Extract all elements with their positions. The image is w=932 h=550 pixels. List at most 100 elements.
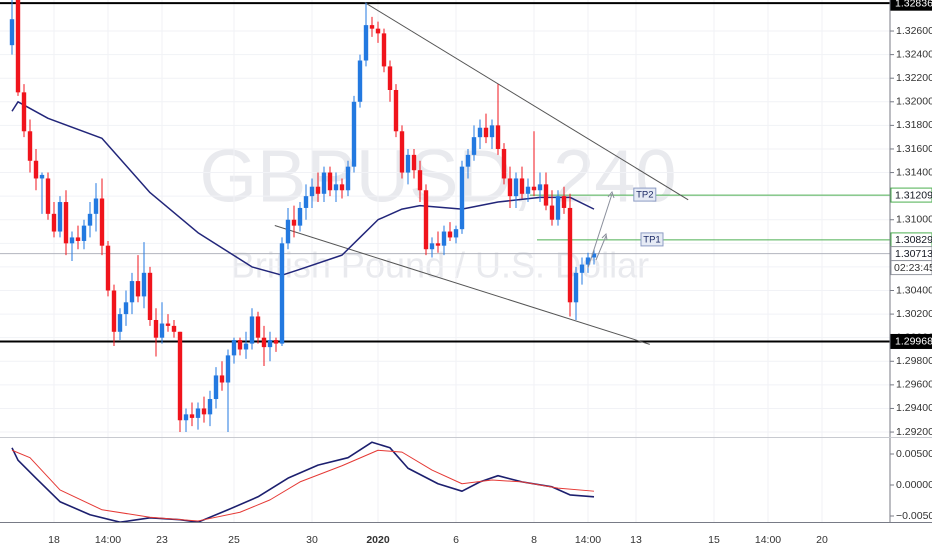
price-label: 1.30713	[895, 248, 932, 260]
candle-body	[261, 337, 267, 348]
candle-body	[33, 160, 39, 179]
indicator-line	[11, 449, 595, 522]
y-tick-label: 1.32600	[896, 25, 932, 37]
x-tick-label: 20	[816, 534, 828, 546]
y-tick-label: 0.00000	[896, 479, 932, 491]
candle-body	[369, 25, 375, 29]
candle-body	[459, 166, 465, 230]
candle-body	[201, 408, 207, 415]
x-tick-label: 23	[156, 534, 168, 546]
candle-body	[495, 125, 501, 149]
x-tick-label: 6	[453, 534, 459, 546]
candle-body	[255, 316, 261, 338]
price-label: 1.29968	[895, 336, 932, 348]
price-label: 1.31209	[895, 189, 932, 201]
candle-body	[345, 166, 351, 191]
candle-body	[297, 207, 303, 226]
candle-body	[513, 178, 519, 197]
candle-body	[471, 137, 477, 155]
candle-body	[489, 125, 495, 138]
candle-body	[291, 219, 297, 226]
candle-body	[213, 375, 219, 400]
y-tick-label: 1.29600	[896, 379, 932, 391]
candle-body	[453, 229, 459, 238]
y-tick-label: 1.31600	[896, 143, 932, 155]
x-tick-label: 14:00	[95, 534, 121, 546]
candle-body	[99, 198, 105, 246]
candle-body	[81, 225, 87, 241]
tp-arrows	[587, 190, 615, 269]
candle-body	[51, 213, 57, 232]
candle-body	[531, 186, 537, 191]
candle-body	[537, 184, 543, 191]
candle-body	[315, 186, 321, 194]
grid	[0, 0, 890, 522]
candle-body	[177, 331, 183, 421]
candle-body	[309, 186, 315, 197]
candle-body	[381, 33, 387, 67]
x-tick-label: 30	[306, 534, 318, 546]
candle-body	[195, 408, 201, 418]
y-tick-label: 1.29400	[896, 402, 932, 414]
candle-body	[105, 245, 111, 291]
candle-body	[87, 213, 93, 226]
price-label-box	[890, 333, 932, 349]
x-tick-label: 8	[531, 534, 537, 546]
tp-box	[633, 187, 657, 202]
candle-body	[363, 25, 369, 61]
time-axis-bg	[0, 522, 932, 550]
x-tick-label: 15	[708, 534, 720, 546]
candle-body	[123, 302, 129, 315]
candle-body	[9, 19, 15, 46]
candle-body	[507, 178, 513, 197]
candle-body	[483, 127, 489, 138]
y-tick-label: 1.32000	[896, 96, 932, 108]
candle-body	[153, 319, 159, 338]
candle-body	[417, 170, 423, 191]
candle-body	[39, 174, 45, 179]
candle-body	[279, 243, 285, 344]
candle-body	[189, 414, 195, 418]
candle-body	[15, 0, 21, 93]
candle-body	[93, 198, 99, 214]
candle-body	[435, 243, 441, 246]
price-label-box	[890, 187, 932, 203]
candle-body	[69, 237, 75, 244]
candle-body	[117, 314, 123, 332]
candle-body	[135, 281, 141, 297]
candle-body	[243, 343, 249, 350]
price-label: 1.30829	[895, 234, 932, 246]
arrow-head	[601, 232, 608, 241]
candle-body	[27, 131, 33, 161]
arrow-head	[607, 190, 615, 199]
candle-body	[231, 340, 237, 356]
plot-area: TP2 TP1	[0, 0, 890, 522]
candle-body	[21, 92, 27, 132]
candle-body	[339, 184, 345, 191]
candle-body	[501, 148, 507, 179]
y-tick-label: 1.31800	[896, 119, 932, 131]
candle-body	[405, 154, 411, 173]
y-tick-label: 1.29200	[896, 426, 932, 438]
tp-label: TP2	[636, 190, 653, 201]
candle-body	[237, 340, 243, 350]
candle-body	[141, 272, 147, 297]
x-tick-label: 14:00	[575, 534, 601, 546]
candle-body	[63, 202, 69, 244]
y-tick-label: 1.30400	[896, 284, 932, 296]
y-tick-label: 1.29800	[896, 355, 932, 367]
x-tick-label: 2020	[366, 534, 390, 546]
candle-body	[249, 316, 255, 344]
candle-body	[57, 202, 63, 232]
y-tick-label: 1.32400	[896, 48, 932, 60]
candle-body	[171, 325, 177, 332]
candle-body	[429, 243, 435, 250]
candle-body	[159, 323, 165, 338]
candle-body	[183, 414, 189, 421]
candle-body	[267, 340, 273, 348]
candle-body	[129, 281, 135, 303]
x-tick-label: 18	[48, 534, 60, 546]
candle-body	[411, 154, 417, 171]
candle-body	[465, 154, 471, 167]
